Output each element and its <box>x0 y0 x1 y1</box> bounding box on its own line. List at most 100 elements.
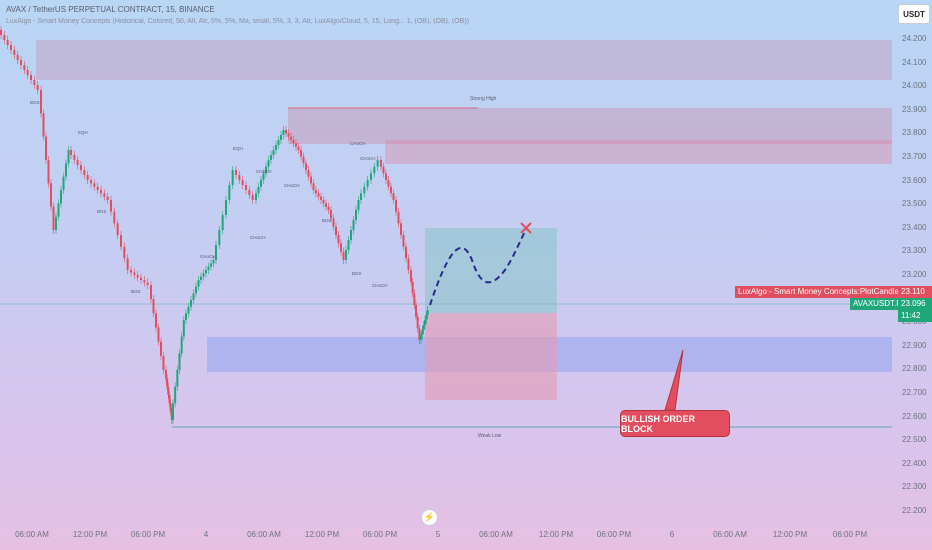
candle-body <box>195 286 197 294</box>
candle-body <box>67 150 70 164</box>
candle-body <box>312 183 315 190</box>
time-axis[interactable]: 06:00 AM 12:00 PM 06:00 PM 4 06:00 AM 12:00 P… <box>0 520 892 550</box>
candle-body <box>80 165 82 170</box>
projection-path <box>429 227 528 306</box>
structure-label: CHoCH <box>350 141 366 146</box>
candle-body <box>380 160 382 167</box>
candle-body <box>267 160 270 167</box>
candle-body <box>76 160 79 165</box>
candle-body <box>93 183 96 187</box>
candle-body <box>168 395 171 404</box>
price-axis[interactable]: 24.200 24.100 24.000 23.900 23.800 23.700 23.6… <box>892 0 932 520</box>
candle-body <box>23 65 26 70</box>
candle-body <box>60 190 62 204</box>
candle-body <box>180 336 183 354</box>
candle-body <box>287 133 290 137</box>
time-tick: 6 <box>669 530 675 539</box>
candle-body <box>392 193 395 200</box>
indicator-legend[interactable]: LuxAlgo - Smart Money Concepts (Historic… <box>6 18 469 25</box>
candle-body <box>360 193 362 200</box>
candle-body <box>248 190 251 195</box>
candle-body <box>3 35 6 40</box>
price-tick: 22.200 <box>902 506 927 515</box>
candle-body <box>345 250 347 260</box>
chart-title: AVAX / TetherUS PERPETUAL CONTRACT, 15, … <box>6 5 215 14</box>
price-tick: 22.500 <box>902 435 927 445</box>
price-tick: 23.400 <box>902 222 927 232</box>
candle-body <box>335 226 337 235</box>
candle-body <box>302 156 305 164</box>
candle-body <box>190 300 192 307</box>
candle-body <box>130 270 132 273</box>
candle-body <box>215 245 217 260</box>
candle-body <box>150 285 152 300</box>
price-tick: 24.100 <box>902 57 927 67</box>
candle-body <box>387 180 390 187</box>
structure-label: CHoCH <box>284 183 300 188</box>
candle-body <box>187 306 190 314</box>
candle-body <box>16 55 19 60</box>
candle-body <box>192 293 195 300</box>
candle-body <box>200 276 202 280</box>
candle-body <box>415 305 417 317</box>
candle-body <box>424 320 426 325</box>
bearish-order-block <box>385 140 892 164</box>
candle-body <box>106 196 109 200</box>
candle-body <box>366 180 369 187</box>
candle-body <box>405 246 407 259</box>
structure-label: CHoCH <box>360 156 376 161</box>
candle-body <box>169 403 172 412</box>
candle-body <box>297 146 300 150</box>
candle-body <box>260 180 262 187</box>
candle-body <box>90 180 92 184</box>
candle-body <box>397 211 400 224</box>
candle-body <box>421 330 424 335</box>
candle-body <box>272 150 275 155</box>
price-tick: 24.000 <box>902 81 927 91</box>
candle-body <box>290 136 292 140</box>
structure-label: BOS <box>352 271 362 276</box>
candle-body <box>418 328 421 340</box>
candle-body <box>178 353 181 370</box>
candle-body <box>0 30 2 35</box>
structure-label: BOS <box>97 209 107 214</box>
candle-body <box>376 160 379 167</box>
candle-body <box>225 200 227 215</box>
candle-body <box>307 170 310 177</box>
lightning-icon[interactable]: ⚡ <box>421 509 438 526</box>
currency-button[interactable]: USDT <box>898 4 930 24</box>
candle-body <box>162 355 165 370</box>
candle-body <box>275 145 277 150</box>
candle-body <box>120 235 122 247</box>
candle-body <box>100 190 102 194</box>
candle-body <box>420 335 422 340</box>
candle-body <box>245 185 247 190</box>
candle-body <box>357 200 360 210</box>
candle-body <box>113 211 116 224</box>
candle-body <box>13 50 16 55</box>
chart-canvas[interactable]: Strong High Weak Low BOS EQH BOS BOS EQH CHoCH C… <box>0 0 897 520</box>
candle-body <box>205 270 207 274</box>
time-tick: 12:00 PM <box>538 530 574 539</box>
candle-body <box>62 176 65 190</box>
indicator-price-value: 23.110 <box>898 286 932 298</box>
candle-body <box>155 313 157 328</box>
candle-body <box>320 196 322 200</box>
time-tick: 5 <box>435 530 441 539</box>
candle-body <box>167 386 170 395</box>
candle-body <box>255 193 257 200</box>
chart-area[interactable]: Strong High Weak Low BOS EQH BOS BOS EQH CHoCH C… <box>0 0 897 520</box>
candle-body <box>165 370 167 379</box>
candle-body <box>350 230 352 240</box>
candle-body <box>52 206 55 230</box>
bullish-order-block-callout[interactable]: BULLISH ORDER BLOCK <box>620 410 730 437</box>
premium-zone <box>36 40 896 80</box>
candle-body <box>315 190 317 194</box>
candle-body <box>30 75 32 80</box>
candle-body <box>257 186 260 194</box>
candle-body <box>342 251 345 260</box>
candle-body <box>133 272 136 275</box>
candle-body <box>337 235 340 244</box>
candle-body <box>426 310 429 315</box>
candle-body <box>20 60 22 65</box>
